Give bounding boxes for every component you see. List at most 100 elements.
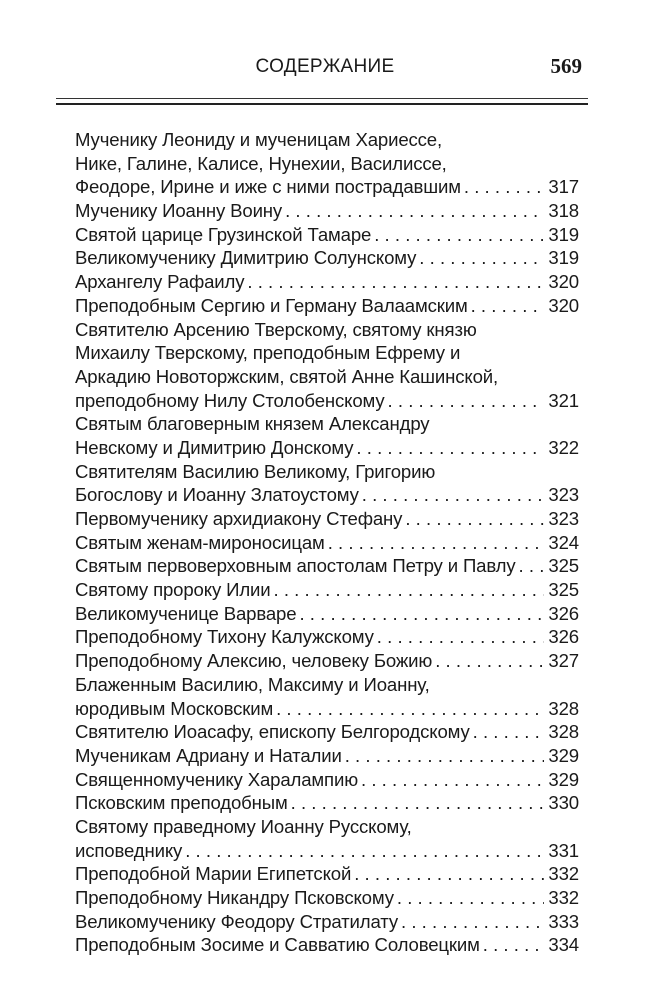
toc-entry-line: Преподобному Алексию, человеку Божию 327 <box>75 649 579 673</box>
toc-entry: Священномученику Харалампию 329 <box>75 768 579 792</box>
toc-entry-title: Святому праведному Иоанну Русскому, <box>75 815 412 837</box>
toc-entry-line: Священномученику Харалампию 329 <box>75 768 579 792</box>
toc-entry-title: Священномученику Харалампию <box>75 768 359 790</box>
toc-entry: Святым женам-мироносицам 324 <box>75 531 579 555</box>
toc-entry-title: Святителю Арсению Тверскому, святому кня… <box>75 318 477 340</box>
page-number: 569 <box>550 54 583 78</box>
toc-entry-line: Преподобным Сергию и Герману Валаамским 3… <box>75 294 579 318</box>
toc-entry-line: Преподобным Зосиме и Савватию Соловецким… <box>75 933 579 957</box>
toc-entry-page: 327 <box>548 650 579 672</box>
toc-entry-line: Святым благоверным князем Александру <box>75 412 579 436</box>
toc-entry-title: Блаженным Василию, Максиму и Иоанну, <box>75 673 430 695</box>
toc-entry: Мученику Леониду и мученицам Хариессе, Ни… <box>75 128 579 199</box>
toc-entry-page: 328 <box>548 697 579 719</box>
toc-entry-title: Святителю Иоасафу, епископу Белгородском… <box>75 721 470 743</box>
toc-entry: Псковским преподобным 330 <box>75 791 579 815</box>
toc-entry: Мученику Иоанну Воину 318 <box>75 199 579 223</box>
toc-entry-title: юродивым Московским <box>75 697 274 719</box>
dot-leader <box>282 199 544 223</box>
toc-entry-title: Святителям Василию Великому, Григорию <box>75 460 436 482</box>
dot-leader <box>470 720 545 744</box>
table-of-contents: Мученику Леониду и мученицам Хариессе, Ни… <box>75 128 579 957</box>
dot-leader <box>182 839 544 863</box>
toc-entry-title: Великомученице Варваре <box>75 602 297 624</box>
toc-entry-line: Преподобной Марии Египетской 332 <box>75 862 579 886</box>
toc-entry-title: Нике, Галине, Калисе, Нунехии, Василиссе… <box>75 152 447 174</box>
toc-entry-line: Богослову и Иоанну Златоустому 323 <box>75 483 579 507</box>
toc-entry-title: исповеднику <box>75 839 183 861</box>
toc-entry-title: Великомученику Феодору Стратилату <box>75 910 398 932</box>
toc-entry-title: Преподобным Зосиме и Савватию Соловецким <box>75 934 480 956</box>
toc-entry-page: 330 <box>548 792 579 814</box>
toc-entry: Великомученику Феодору Стратилату 333 <box>75 910 579 934</box>
toc-entry-title: Мученику Иоанну Воину <box>75 200 283 222</box>
toc-entry-page: 320 <box>548 294 579 316</box>
toc-entry-line: Святой царице Грузинской Тамаре 319 <box>75 223 579 247</box>
toc-entry-title: Мученику Леониду и мученицам Хариессе, <box>75 129 443 150</box>
toc-entry-line: Святителю Иоасафу, епископу Белгородском… <box>75 720 579 744</box>
toc-entry-title: Невскому и Димитрию Донскому <box>75 436 354 458</box>
dot-leader <box>342 744 545 768</box>
toc-entry: Первомученику архидиакону Стефану 323 <box>75 507 579 531</box>
toc-entry-page: 325 <box>548 555 579 577</box>
toc-entry-line: Архангелу Рафаилу 320 <box>75 270 579 294</box>
toc-entry-page: 323 <box>548 508 579 529</box>
toc-entry-page: 319 <box>548 223 579 245</box>
dot-leader <box>398 910 544 934</box>
toc-entry: Святителю Арсению Тверскому, святому кня… <box>75 318 579 413</box>
toc-entry: Святому пророку Илии 325 <box>75 578 579 602</box>
toc-entry-title: Преподобным Сергию и Герману Валаамским <box>75 294 468 316</box>
dot-leader <box>385 389 545 413</box>
dot-leader <box>359 483 545 507</box>
toc-entry-line: Псковским преподобным 330 <box>75 791 579 815</box>
toc-entry-line: Святому праведному Иоанну Русскому, <box>75 815 579 839</box>
header-double-rule <box>56 98 588 105</box>
toc-entry-page: 329 <box>548 744 579 766</box>
toc-entry-line: Преподобному Тихону Калужскому 326 <box>75 625 579 649</box>
page-title: СОДЕРЖАНИЕ <box>255 56 395 77</box>
dot-leader <box>273 697 544 721</box>
dot-leader <box>516 554 545 578</box>
toc-entry-title: Преподобному Тихону Калужскому <box>75 626 374 648</box>
toc-entry-line: юродивым Московским 328 <box>75 697 579 721</box>
toc-entry: Святым первоверховным апостолам Петру и … <box>75 554 579 578</box>
toc-entry-line: исповеднику 331 <box>75 839 579 863</box>
toc-entry-page: 324 <box>548 531 579 553</box>
toc-entry-line: Михаилу Тверскому, преподобным Ефрему и <box>75 341 579 365</box>
toc-entry: Преподобному Никандру Псковскому 332 <box>75 886 579 910</box>
dot-leader <box>325 531 545 555</box>
toc-entry-page: 320 <box>548 271 579 293</box>
toc-entry-line: Аркадию Новоторжским, святой Анне Кашинс… <box>75 365 579 389</box>
toc-entry-title: Преподобной Марии Египетской <box>75 863 352 885</box>
toc-entry: Блаженным Василию, Максиму и Иоанну, юрод… <box>75 673 579 720</box>
toc-entry-page: 328 <box>548 721 579 743</box>
toc-entry-line: Феодоре, Ирине и иже с ними пострадавшим… <box>75 175 579 199</box>
toc-entry-page: 321 <box>548 389 579 411</box>
toc-entry-page: 326 <box>548 626 579 648</box>
dot-leader <box>371 223 544 247</box>
dot-leader <box>480 933 545 957</box>
toc-entry: Великомученице Варваре 326 <box>75 602 579 626</box>
toc-entry-line: преподобному Нилу Столобенскому 321 <box>75 389 579 413</box>
toc-entry: Преподобному Тихону Калужскому 326 <box>75 625 579 649</box>
toc-entry-title: Первомученику архидиакону Стефану <box>75 508 403 529</box>
toc-entry-title: Святым первоверховным апостолам Петру и … <box>75 555 516 577</box>
dot-leader <box>432 649 544 673</box>
toc-entry: Преподобным Сергию и Герману Валаамским 3… <box>75 294 579 318</box>
toc-entry-line: Великомученику Феодору Стратилату 333 <box>75 910 579 934</box>
toc-entry-title: Святым благоверным князем Александру <box>75 413 430 435</box>
toc-entry-line: Святому пророку Илии 325 <box>75 578 579 602</box>
toc-entry-line: Невскому и Димитрию Донскому 322 <box>75 436 579 460</box>
toc-entry-page: 326 <box>548 602 579 624</box>
toc-entry-title: Святому пророку Илии <box>75 579 271 601</box>
toc-entry-page: 318 <box>548 200 579 222</box>
dot-leader <box>461 175 545 199</box>
toc-entry: Святой царице Грузинской Тамаре 319 <box>75 223 579 247</box>
toc-entry-page: 332 <box>548 863 579 885</box>
toc-entry: Преподобному Алексию, человеку Божию 327 <box>75 649 579 673</box>
toc-entry-page: 331 <box>548 839 579 861</box>
toc-entry-page: 334 <box>548 934 579 956</box>
toc-entry-line: Святым женам-мироносицам 324 <box>75 531 579 555</box>
toc-entry: Великомученику Димитрию Солунскому 319 <box>75 246 579 270</box>
toc-entry-title: Преподобному Алексию, человеку Божию <box>75 650 433 672</box>
